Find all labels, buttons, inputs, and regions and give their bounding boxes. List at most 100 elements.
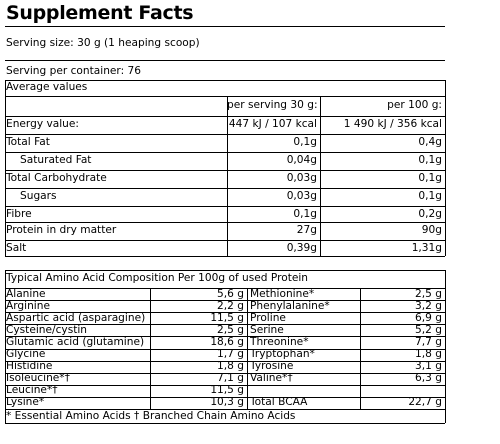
amino-acid-value: 2,2 g: [217, 299, 244, 312]
nutrient-value-per-serving: 0,04g: [286, 154, 317, 166]
amino-acid-name: Proline: [250, 311, 286, 324]
rule-line: [5, 288, 445, 289]
amino-acid-value: 22,7 g: [408, 396, 442, 409]
rule-line: [5, 26, 445, 27]
rule-line: [5, 170, 445, 171]
amino-acid-value: 3,2 g: [415, 299, 442, 312]
column-line: [5, 270, 6, 423]
amino-acid-value: 6,3 g: [415, 372, 442, 385]
rule-line: [5, 80, 445, 81]
nutrient-value-per-serving: 447 kJ / 107 kcal: [228, 118, 317, 130]
amino-acid-name: Histidine: [6, 360, 53, 373]
amino-acid-name: Serine: [250, 323, 284, 336]
nutrient-value-per-100g: 0,2g: [418, 208, 442, 220]
page-title: Supplement Facts: [6, 2, 194, 24]
amino-acid-name: Arginine: [6, 299, 50, 312]
rule-line: [5, 409, 445, 410]
column-line: [150, 288, 151, 409]
rule-line: [5, 312, 445, 314]
rule-line: [5, 188, 445, 189]
amino-acid-value: 2,5 g: [217, 323, 244, 336]
amino-acid-value: 1,8 g: [217, 360, 244, 373]
column-line: [5, 80, 6, 256]
amino-acid-value: 5,2 g: [415, 323, 442, 336]
rule-line: [5, 336, 445, 338]
amino-acid-name: Methionine*: [250, 287, 315, 300]
amino-acid-name: Glutamic acid (glutamine): [6, 335, 145, 348]
amino-acid-name: Valine*†: [250, 372, 293, 385]
column-line: [227, 96, 228, 256]
nutrient-label: Salt: [6, 242, 27, 254]
column-line: [445, 80, 446, 256]
column-line: [320, 96, 321, 256]
amino-acid-value: 2,5 g: [415, 287, 442, 300]
nutrient-value-per-serving: 0,03g: [286, 172, 317, 184]
nutrient-label: Sugars: [20, 190, 57, 202]
rule-line: [5, 152, 445, 153]
amino-acid-name: Isoleucine*†: [6, 372, 70, 385]
nutrient-value-per-100g: 1 490 kJ / 356 kcal: [343, 118, 442, 130]
nutrient-value-per-100g: 0,4g: [418, 136, 442, 148]
nutrient-value-per-serving: 0,39g: [286, 242, 317, 254]
rule-line: [5, 134, 445, 135]
nutrient-label: Total Carbohydrate: [6, 172, 107, 184]
amino-acid-value: 7,7 g: [415, 335, 442, 348]
column-line: [247, 288, 248, 409]
amino-acid-value: 11,5 g: [210, 384, 244, 397]
nutrient-label: Total Fat: [6, 136, 50, 148]
amino-acid-name: Total BCAA: [250, 396, 308, 409]
rule-line: [5, 384, 445, 386]
amino-acid-value: 1,7 g: [217, 348, 244, 360]
amino-acid-name: Leucine*†: [6, 384, 58, 397]
amino-acid-name: Tyrosine: [250, 360, 294, 373]
column-line: [445, 270, 446, 423]
nutrient-value-per-100g: 90g: [421, 224, 442, 236]
amino-acid-value: 3,1 g: [415, 360, 442, 373]
rule-line: [5, 360, 445, 362]
nutrient-label: Energy value:: [6, 118, 79, 130]
amino-acid-name: Aspartic acid (asparagine): [6, 311, 146, 324]
average-values-label: Average values: [6, 81, 88, 93]
amino-acid-value: 10,3 g: [210, 396, 244, 409]
amino-acid-value: 7,1 g: [217, 372, 244, 385]
amino-acid-name: Lysine*: [6, 396, 45, 409]
nutrient-value-per-serving: 27g: [296, 224, 317, 236]
serving-size: Serving size: 30 g (1 heaping scoop): [6, 37, 200, 49]
nutrient-label: Protein in dry matter: [6, 224, 117, 236]
amino-acid-name: Cysteine/cystin: [6, 323, 88, 336]
nutrient-value-per-100g: 0,1g: [418, 190, 442, 202]
amino-acid-name: Tryptophan*: [250, 348, 315, 360]
amino-acid-value: 11,5 g: [210, 311, 244, 324]
rule-line: [5, 256, 445, 257]
amino-acid-value: 5,6 g: [217, 287, 244, 300]
amino-acid-name: Glycine: [6, 348, 46, 360]
nutrient-value-per-serving: 0,1g: [293, 136, 317, 148]
amino-acid-name: Phenylalanine*: [250, 299, 330, 312]
nutrient-label: Saturated Fat: [20, 154, 92, 166]
amino-acid-value: 18,6 g: [210, 335, 244, 348]
rule-line: [5, 324, 445, 326]
serving-per-container: Serving per container: 76: [6, 65, 142, 77]
rule-line: [5, 270, 445, 271]
rule-line: [5, 348, 445, 350]
rule-line: [5, 300, 445, 302]
nutrient-label: Fibre: [6, 208, 32, 220]
nutrient-value-per-100g: 1,31g: [411, 242, 442, 254]
column-header-per-serving: per serving 30 g:: [227, 99, 318, 111]
amino-table-header: Typical Amino Acid Composition Per 100g …: [6, 272, 309, 284]
amino-acid-value: 1,8 g: [415, 348, 442, 360]
rule-line: [5, 206, 445, 207]
rule-line: [5, 116, 445, 117]
rule-line: [5, 60, 445, 61]
nutrient-value-per-serving: 0,1g: [293, 208, 317, 220]
amino-acid-value: 6,9 g: [415, 311, 442, 324]
rule-line: [5, 372, 445, 374]
column-line: [360, 288, 361, 409]
amino-acid-name: Alanine: [6, 287, 46, 300]
amino-acid-name: Threonine*: [250, 335, 309, 348]
column-header-per-100g: per 100 g:: [387, 99, 442, 111]
rule-line: [5, 240, 445, 241]
rule-line: [5, 423, 445, 424]
rule-line: [5, 96, 445, 97]
nutrient-value-per-100g: 0,1g: [418, 154, 442, 166]
